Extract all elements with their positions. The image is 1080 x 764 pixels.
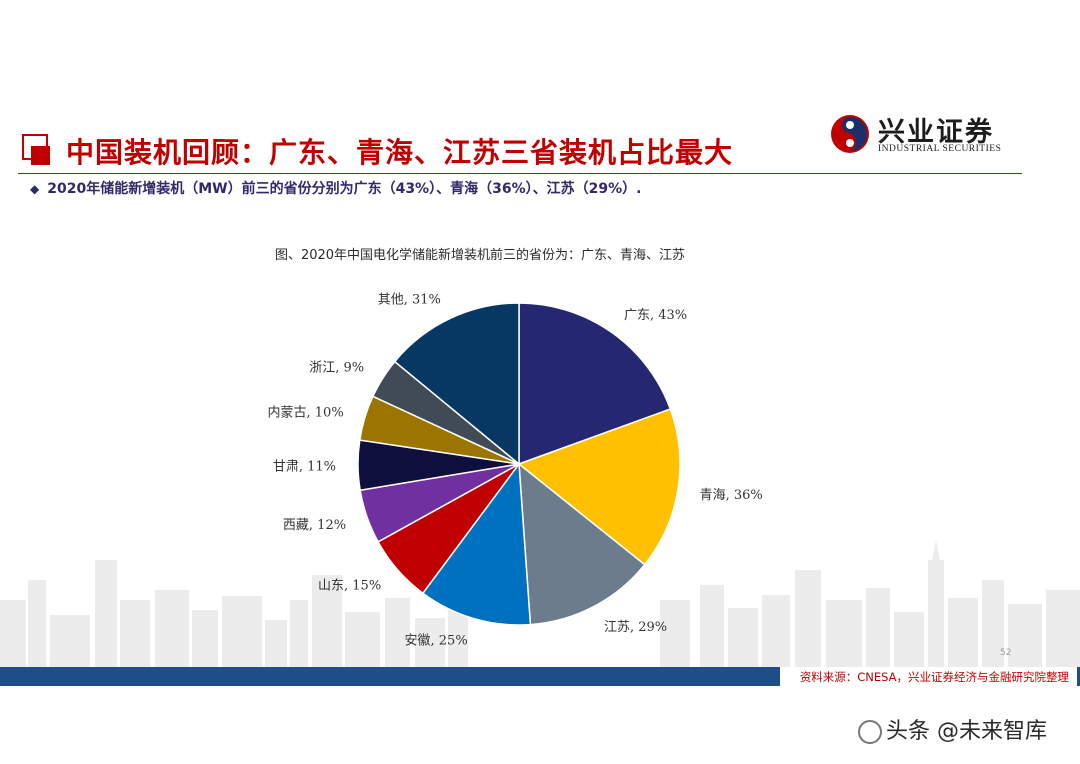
slice-label: 甘肃, 11% [273, 459, 336, 474]
source-box: 资料来源：CNESA，兴业证券经济与金融研究院整理 [780, 667, 1077, 686]
slice-label: 安徽, 25% [405, 634, 468, 649]
company-logo: 兴业证券 INDUSTRIAL SECURITIES [830, 110, 1020, 160]
slice-label: 内蒙古, 10% [268, 404, 344, 420]
watermark-text: 头条 @未来智库 [886, 719, 1047, 744]
watermark-logo-icon [858, 720, 882, 744]
page-title: 中国装机回顾：广东、青海、江苏三省装机占比最大 [66, 136, 734, 169]
summary-text: 2020年储能新增装机（MW）前三的省份分别为广东（43%）、青海（36%）、江… [47, 181, 642, 197]
page-number: 52 [1000, 648, 1012, 658]
slice-label: 青海, 36% [700, 488, 763, 503]
slice-label: 江苏, 29% [604, 619, 667, 635]
logo-name-en: INDUSTRIAL SECURITIES [878, 144, 1002, 154]
logo-name-cn: 兴业证券 [878, 117, 994, 148]
title-divider [18, 173, 1022, 174]
slice-label: 浙江, 9% [309, 361, 364, 376]
pie-slice [393, 302, 520, 466]
slice-label: 山东, 15% [318, 578, 381, 593]
slice-label: 其他, 31% [378, 293, 441, 308]
pie-slice [518, 462, 646, 626]
watermark: 头条 @未来智库 [858, 713, 1047, 745]
pie-slice [517, 408, 681, 566]
pie-slice [518, 302, 672, 466]
chart-caption: 图、2020年中国电化学储能新增装机前三的省份为：广东、青海、江苏 [274, 248, 686, 263]
pie-slice [421, 461, 532, 626]
diamond-bullet-icon: ◆ [30, 182, 40, 196]
logo-mark-icon [831, 115, 869, 153]
summary-bullet: ◆ 2020年储能新增装机（MW）前三的省份分别为广东（43%）、青海（36%）、… [30, 178, 641, 198]
slice-label: 广东, 43% [624, 308, 687, 323]
source-note: 资料来源：CNESA，兴业证券经济与金融研究院整理 [799, 670, 1069, 684]
title-square-icon [22, 134, 50, 168]
slice-label: 西藏, 12% [283, 518, 346, 533]
